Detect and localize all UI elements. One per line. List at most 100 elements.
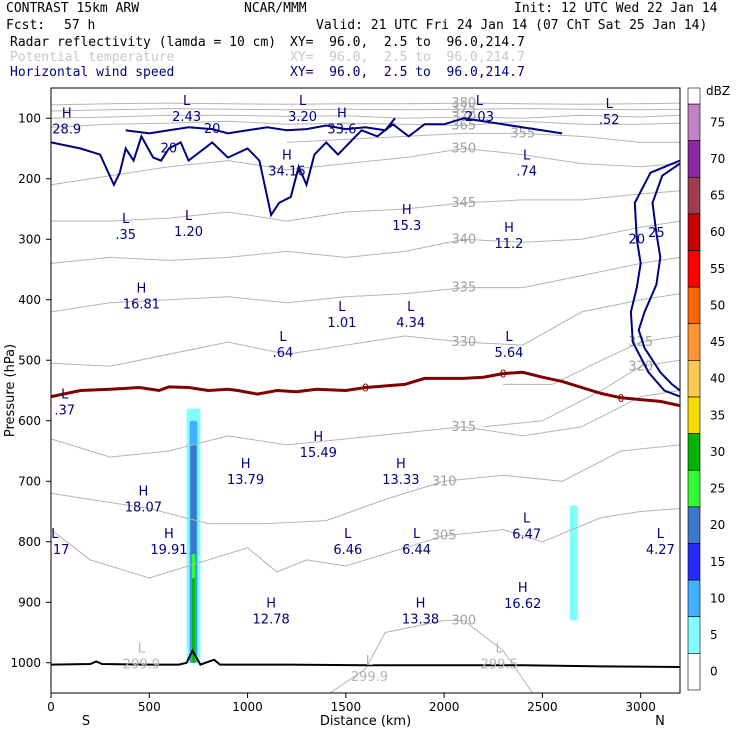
hl-label-type: L (338, 300, 346, 315)
hl-label-type: L (407, 300, 415, 315)
colorbar-tick-label: 0 (710, 665, 718, 679)
hl-label-type: H (313, 430, 323, 445)
colorbar-swatch (687, 433, 701, 471)
colorbar-tick-label: 25 (710, 482, 725, 496)
hl-label: H13.38 (402, 596, 439, 627)
colorbar-swatch (687, 543, 701, 581)
hl-label-value: .74 (516, 165, 537, 180)
hl-label-value: 15.49 (300, 446, 337, 461)
hl-label-type: H (504, 221, 514, 236)
theta-contour-label: 355 (510, 126, 535, 141)
hl-label: L1.01 (327, 300, 356, 331)
y-tick-label: 100 (18, 111, 41, 125)
valid-time: Valid: 21 UTC Fri 24 Jan 14 (07 ChT Sat … (316, 18, 708, 33)
wind-contour-label: 20 (161, 142, 178, 157)
hl-label-type: H (138, 484, 148, 499)
y-tick-label: 1000 (10, 656, 41, 670)
hl-label-value: 13.79 (227, 473, 264, 488)
hl-label-value: 299.9 (351, 670, 388, 685)
y-tick-label: 500 (18, 353, 41, 367)
theta-contour (51, 147, 680, 186)
theta-contour-label: 380 (451, 96, 476, 111)
colorbar-tick-label: 20 (710, 518, 725, 532)
hl-label-type: L (61, 388, 69, 403)
theta-contour (51, 390, 680, 458)
hl-label-type: L (505, 330, 513, 345)
theta-contour-label: 365 (451, 119, 476, 134)
hl-label: L.64 (273, 330, 294, 361)
forecast-label: Fcst: (6, 18, 46, 33)
colorbar-title: dBZ (706, 84, 730, 98)
x-axis-label: Distance (km) (320, 714, 411, 729)
freezing-level-label: 0 (500, 368, 507, 381)
hl-label-value: 6.44 (402, 543, 431, 558)
theta-contour-label: 330 (451, 335, 476, 350)
hl-label: H13.33 (382, 457, 419, 488)
hl-label: L.74 (516, 149, 537, 180)
hl-label-type: H (62, 106, 72, 121)
colorbar-swatch (687, 250, 701, 288)
x-tick-label: 1000 (232, 700, 263, 714)
wind-contour-label: 25 (648, 226, 665, 241)
hl-label: L6.46 (333, 527, 362, 558)
hl-label: L3.17 (51, 527, 69, 558)
x-tick-label: 2500 (527, 700, 558, 714)
field-name-wind: Horizontal wind speed (10, 65, 175, 80)
hl-label-value: 3.20 (288, 110, 317, 125)
y-tick-label: 300 (18, 232, 41, 246)
freezing-level-label: 0 (618, 392, 625, 405)
theta-contour (286, 132, 680, 143)
hl-label: H18.07 (125, 484, 162, 515)
colorbar-swatch (687, 396, 701, 434)
theta-contour-label: 350 (451, 142, 476, 157)
hl-label: H13.79 (227, 457, 264, 488)
y-tick-label: 800 (18, 535, 41, 549)
colorbar-tick-label: 30 (710, 445, 725, 459)
x-tick-label: 0 (47, 700, 55, 714)
colorbar-swatch (687, 653, 701, 691)
wind-contour (51, 117, 563, 218)
hl-label-type: L (366, 654, 374, 669)
hl-label-type: H (164, 527, 174, 542)
hl-label: L1.20 (174, 209, 203, 240)
hl-label-type: L (122, 212, 130, 227)
theta-contour-label: 335 (451, 281, 476, 296)
hl-label-type: L (185, 209, 193, 224)
hl-label-value: .64 (273, 346, 294, 361)
hl-label-value: 6.47 (512, 528, 541, 543)
theta-contour-label: 340 (451, 232, 476, 247)
hl-label-value: 4.27 (646, 543, 675, 558)
hl-label-type: L (523, 149, 531, 164)
hl-label-type: L (138, 642, 146, 657)
colorbar-swatch (687, 140, 701, 178)
hl-label: L2.03 (465, 94, 494, 125)
y-axis-label: Pressure (hPa) (3, 344, 18, 437)
hl-label-type: L (413, 527, 421, 542)
hl-label-value: .37 (54, 404, 75, 419)
hl-label-value: 5.64 (495, 346, 524, 361)
init-time: Init: 12 UTC Wed 22 Jan 14 (514, 1, 718, 16)
hl-label-type: H (266, 596, 276, 611)
colorbar-tick-label: 5 (710, 628, 718, 642)
theta-contour (51, 508, 680, 579)
hl-label-value: 6.46 (333, 543, 362, 558)
x-tick-label: 500 (138, 700, 161, 714)
colorbar-swatch (687, 469, 701, 508)
hl-label: H19.91 (150, 527, 187, 558)
plot-frame (50, 87, 681, 694)
theta-contour-label: 375 (451, 102, 476, 117)
x-tick-label: 3000 (625, 700, 656, 714)
reflectivity-cell (192, 578, 195, 663)
hl-label: H11.2 (495, 221, 524, 252)
hl-label: H33.6 (327, 106, 356, 137)
colorbar-tick-label: 75 (710, 115, 725, 129)
colorbar-tick-label: 55 (710, 262, 725, 276)
theta-contour (51, 114, 680, 119)
hl-label-value: .35 (115, 228, 136, 243)
hl-label-value: 18.07 (125, 500, 162, 515)
theta-contour (51, 108, 680, 112)
hl-label: L6.44 (402, 527, 431, 558)
colorbar-swatch (687, 103, 701, 141)
freezing-level-label: 0 (362, 381, 369, 394)
colorbar-swatch (687, 176, 701, 215)
